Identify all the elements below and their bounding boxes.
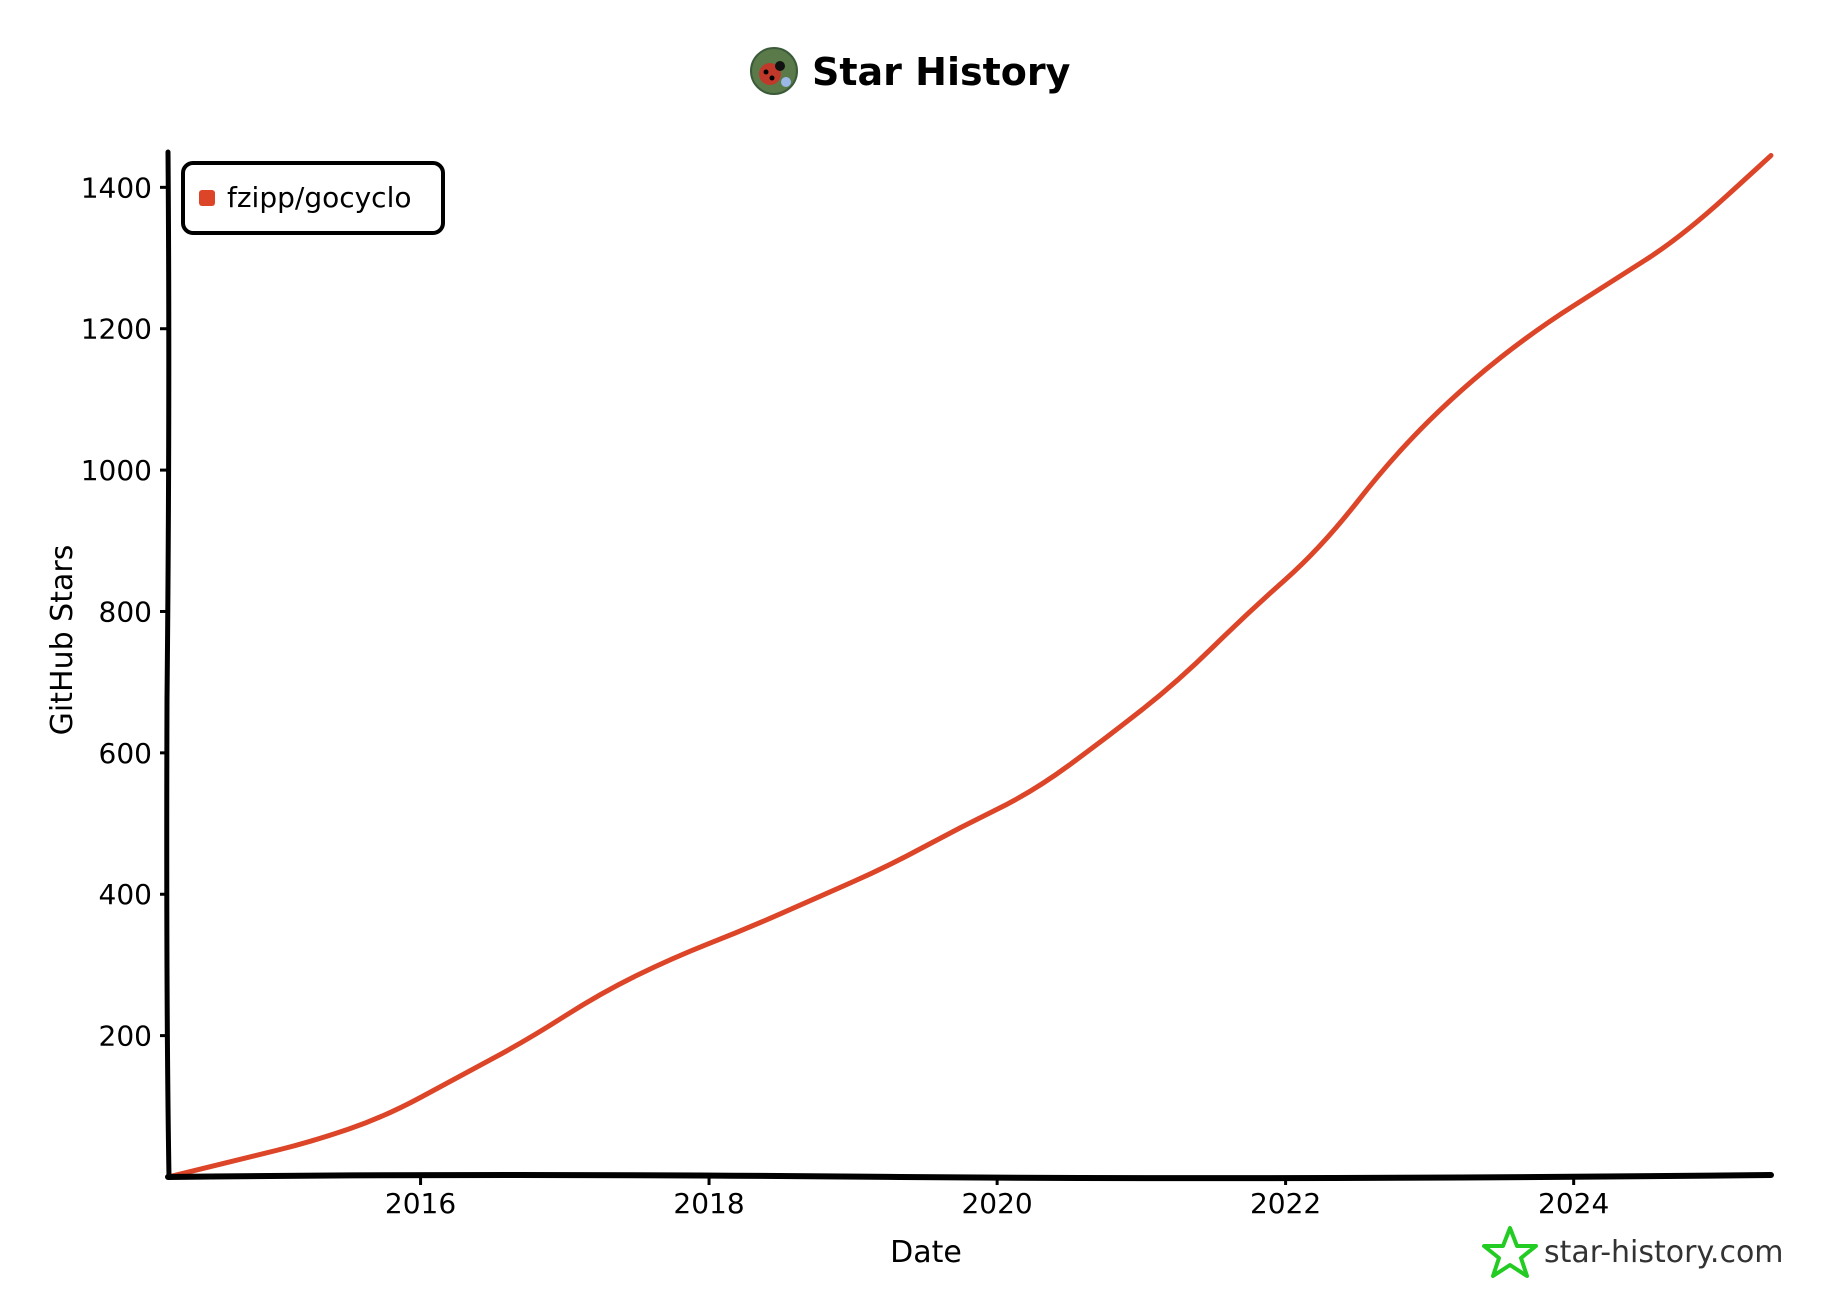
chart-title: Star History xyxy=(812,50,1071,94)
x-tick-label: 2020 xyxy=(961,1187,1032,1220)
y-tick-label: 1400 xyxy=(81,171,152,204)
y-tick-label: 400 xyxy=(99,878,152,911)
y-tick-label: 800 xyxy=(99,595,152,628)
y-tick-label: 1000 xyxy=(81,454,152,487)
x-axis-line xyxy=(165,1172,1774,1182)
series-line-fzipp-gocyclo xyxy=(165,153,1774,1180)
series-layer xyxy=(165,153,1774,1180)
x-tick-label: 2024 xyxy=(1538,1187,1609,1220)
y-tick-label: 200 xyxy=(99,1020,152,1053)
y-axis-title: GitHub Stars xyxy=(45,545,80,736)
watermark-text[interactable]: star-history.com xyxy=(1544,1235,1784,1270)
legend-box xyxy=(181,161,445,235)
y-axis-ticks: 200 400 600 800 1000 1200 1400 xyxy=(81,171,168,1053)
legend: fzipp/gocyclo xyxy=(181,161,445,235)
watermark[interactable]: star-history.com xyxy=(1482,1226,1784,1278)
legend-swatch xyxy=(199,190,215,206)
x-tick-label: 2016 xyxy=(385,1187,456,1220)
x-axis-title: Date xyxy=(890,1235,962,1270)
x-tick-label: 2022 xyxy=(1250,1187,1321,1220)
ladybug-avatar-icon xyxy=(750,47,798,95)
y-tick-label: 1200 xyxy=(81,313,152,346)
chart-header: Star History xyxy=(750,47,1071,95)
star-outline-icon xyxy=(1482,1226,1538,1278)
y-axis-line xyxy=(164,149,172,1180)
x-tick-label: 2018 xyxy=(673,1187,744,1220)
y-tick-label: 600 xyxy=(99,737,152,770)
x-axis-ticks: 2016 2018 2020 2022 2024 xyxy=(385,1177,1609,1220)
legend-label: fzipp/gocyclo xyxy=(227,181,412,214)
